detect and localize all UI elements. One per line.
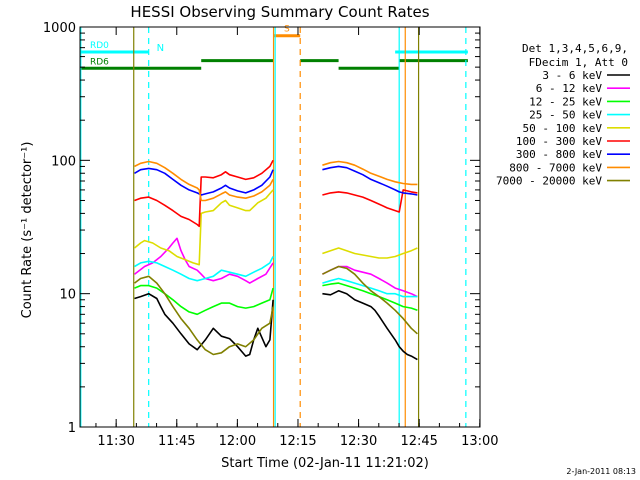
series-3 bbox=[134, 256, 418, 298]
series-0 bbox=[134, 289, 418, 361]
y-tick-label-3: 1000 bbox=[43, 21, 76, 36]
series-7-line-0 bbox=[134, 160, 274, 202]
series-3-line-1 bbox=[322, 277, 418, 298]
legend-entry-6: 300 - 800 keV bbox=[516, 148, 602, 161]
series-3-line-0 bbox=[134, 256, 274, 282]
series-2-line-0 bbox=[134, 284, 274, 316]
x-axis-label: Start Time (02-Jan-11 11:21:02) bbox=[221, 456, 429, 471]
x-tick-label-4: 12:30 bbox=[340, 434, 377, 449]
series-7 bbox=[134, 160, 418, 202]
y-axis-label: Count Rate (s⁻¹ detector⁻¹) bbox=[20, 142, 35, 319]
series-4-line-0 bbox=[133, 189, 274, 266]
series-6-line-1 bbox=[322, 165, 418, 196]
series-8-line-1 bbox=[322, 265, 418, 335]
plot-area: RD0 RD6 S N bbox=[80, 25, 468, 427]
mode-bar-label-0: RD0 bbox=[90, 41, 109, 51]
legend-entry-0: 3 - 6 keV bbox=[542, 69, 602, 82]
footer-timestamp: 2-Jan-2011 08:13 bbox=[566, 467, 636, 476]
x-tick-label-0: 11:30 bbox=[97, 434, 134, 449]
plot-frame bbox=[79, 26, 481, 428]
legend-header-line-2: FDecim 1, Att 0 bbox=[529, 56, 628, 69]
series-2 bbox=[134, 282, 418, 316]
event-marker-label-8: N bbox=[157, 43, 164, 54]
y-tick-label-1: 10 bbox=[59, 288, 76, 303]
x-tick-label-5: 12:45 bbox=[400, 434, 437, 449]
legend-entry-2: 12 - 25 keV bbox=[529, 95, 602, 108]
legend-header-line-1: Det 1,3,4,5,6,9, bbox=[522, 42, 628, 55]
x-tick-label-2: 12:00 bbox=[219, 434, 256, 449]
mode-bar-label-2: RD6 bbox=[90, 57, 109, 67]
series-4-line-1 bbox=[322, 247, 418, 259]
series-7-line-1 bbox=[322, 160, 418, 186]
legend-entry-1: 6 - 12 keV bbox=[536, 82, 603, 95]
x-tick-label-3: 12:15 bbox=[279, 434, 316, 449]
series-5 bbox=[134, 159, 418, 228]
series-8 bbox=[134, 265, 418, 356]
x-tick-label-1: 11:45 bbox=[158, 434, 195, 449]
chart-title: HESSI Observing Summary Count Rates bbox=[130, 3, 429, 21]
series-5-line-1 bbox=[322, 189, 418, 213]
legend-entry-5: 100 - 300 keV bbox=[516, 135, 602, 148]
y-tick-label-0: 1 bbox=[68, 421, 76, 436]
series-5-line-0 bbox=[134, 159, 274, 228]
mode-bar-label-7: S bbox=[284, 25, 290, 35]
series-2-line-1 bbox=[322, 282, 418, 312]
legend-entry-3: 25 - 50 keV bbox=[529, 109, 602, 122]
axes: 11:30 11:45 12:00 12:15 12:30 12:45 13:00 1 10 10… bbox=[43, 21, 499, 449]
y-tick-label-2: 100 bbox=[51, 154, 76, 169]
series-6-line-0 bbox=[134, 167, 274, 196]
series-6 bbox=[134, 165, 418, 196]
series-4 bbox=[133, 189, 418, 266]
legend-entry-4: 50 - 100 keV bbox=[523, 122, 603, 135]
series-0-line-1 bbox=[322, 289, 418, 361]
series-0-line-0 bbox=[134, 292, 274, 357]
x-tick-label-6: 13:00 bbox=[461, 434, 498, 449]
legend-entry-8: 7000 - 20000 keV bbox=[496, 175, 602, 188]
series-8-line-0 bbox=[134, 275, 274, 356]
series-1-line-0 bbox=[134, 237, 274, 284]
legend-entry-7: 800 - 7000 keV bbox=[509, 161, 602, 174]
